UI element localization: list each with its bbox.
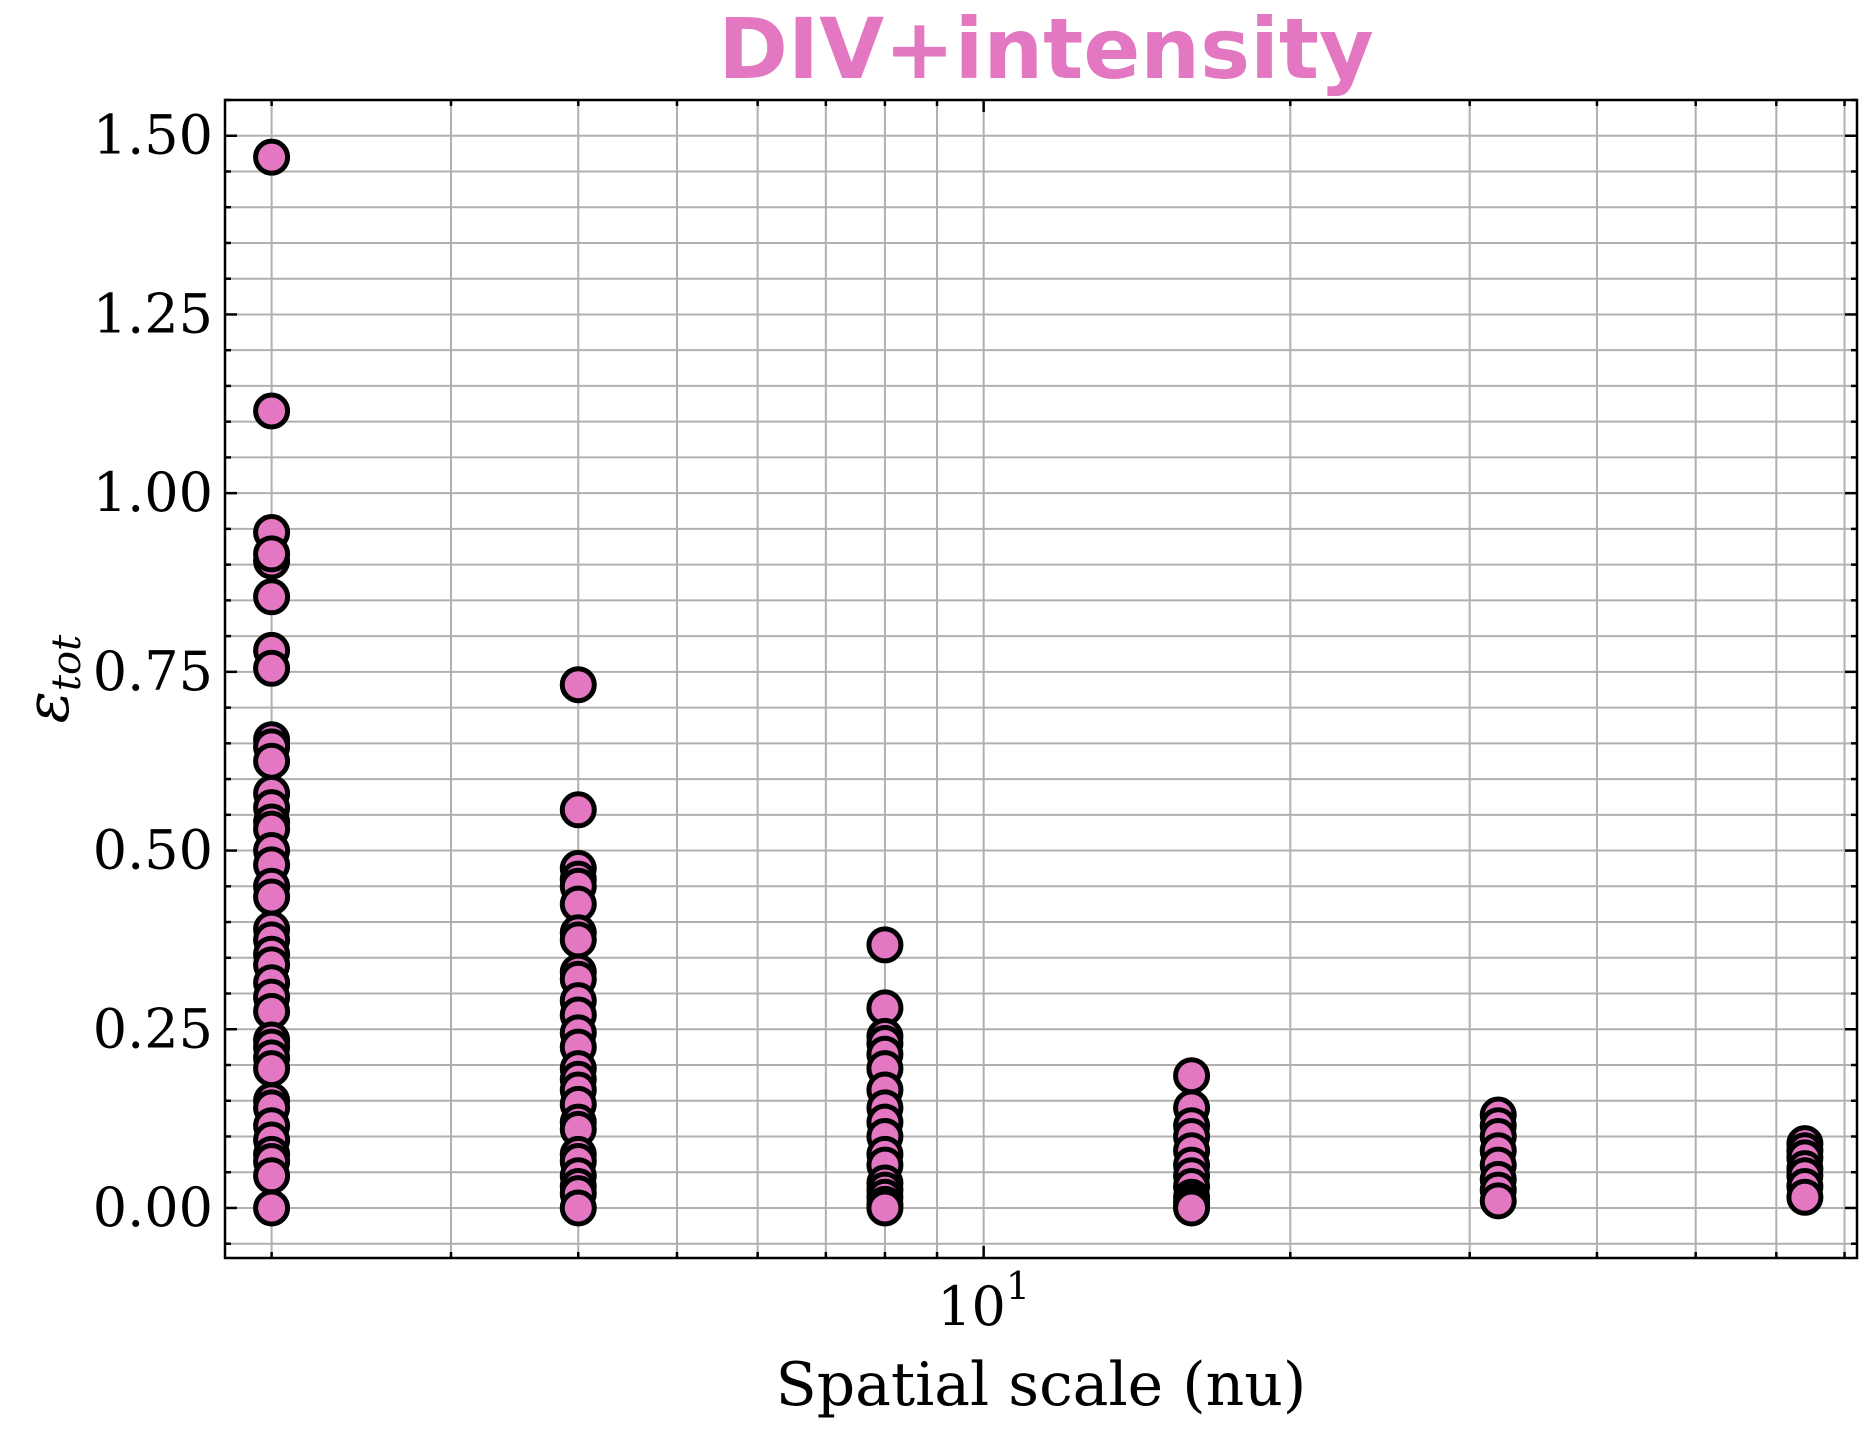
- data-point: [1173, 1189, 1211, 1227]
- y-tick-label: 0.00: [93, 1176, 213, 1239]
- x-tick-label: 101: [937, 1264, 1030, 1338]
- x-axis-label: Spatial scale (nu): [776, 1350, 1307, 1420]
- chart-title: DIV+intensity: [718, 0, 1374, 98]
- y-tick-label: 1.50: [93, 104, 213, 167]
- y-tick-label: 0.75: [93, 640, 213, 703]
- data-point: [253, 392, 291, 430]
- data-point: [253, 1157, 291, 1195]
- data-point: [866, 926, 904, 964]
- y-axis-label-subscript: tot: [44, 634, 90, 691]
- y-tick-label: 0.50: [93, 819, 213, 882]
- data-point: [1786, 1178, 1824, 1216]
- data-point: [1479, 1182, 1517, 1220]
- y-tick-label: 1.00: [93, 461, 213, 524]
- data-point: [559, 666, 597, 704]
- data-point: [559, 1189, 597, 1227]
- y-tick-labels: 0.00 0.25 0.50 0.75 1.00 1.25 1.50: [93, 104, 213, 1239]
- y-axis-label-main: ε: [13, 691, 83, 723]
- data-point: [559, 791, 597, 829]
- data-point: [866, 1189, 904, 1227]
- y-tick-label: 0.25: [93, 997, 213, 1060]
- data-point: [253, 138, 291, 176]
- data-point: [253, 1050, 291, 1088]
- plot-frame: [223, 98, 1859, 1260]
- y-tick-label: 1.25: [93, 282, 213, 345]
- x-tick-labels: 101: [937, 1264, 1030, 1338]
- y-axis-label: εtot: [13, 634, 90, 723]
- axis-ticks: [225, 98, 1857, 1258]
- data-points: [253, 138, 1824, 1227]
- data-point: [253, 649, 291, 687]
- data-point: [253, 535, 291, 573]
- x-tick-label-exponent: 1: [1006, 1264, 1030, 1308]
- data-point: [559, 921, 597, 959]
- data-point: [253, 878, 291, 916]
- x-tick-label-base: 10: [937, 1275, 1006, 1338]
- data-point: [253, 578, 291, 616]
- data-point: [253, 742, 291, 780]
- data-point: [253, 1189, 291, 1227]
- data-point: [1173, 1057, 1211, 1095]
